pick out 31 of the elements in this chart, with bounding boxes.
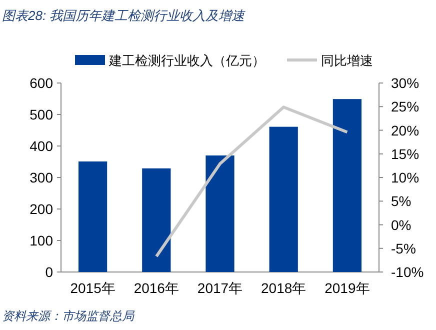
y-tick-label: 200 (30, 201, 54, 217)
y2-tick-label: 10% (391, 170, 420, 186)
y2-tick-label: 15% (391, 146, 420, 162)
y-tick-label: 300 (30, 170, 54, 186)
y2-tick-label: 0% (391, 216, 412, 233)
y-tick-label: 0 (45, 264, 54, 280)
y2-tick-label: 20% (391, 122, 420, 138)
bar (206, 155, 234, 272)
y2-tick-label: 30% (391, 75, 420, 91)
x-tick-label: 2016年 (134, 280, 179, 296)
x-tick-label: 2018年 (261, 280, 306, 296)
y-tick-label: 600 (30, 75, 54, 91)
legend-label: 同比增速 (321, 53, 373, 68)
text: 资料来源：市场监督总局 (2, 309, 135, 323)
y2-tick-label: -5% (391, 240, 416, 256)
bar (332, 99, 362, 272)
line-series (154, 106, 349, 258)
y-tick-label: 500 (30, 106, 54, 122)
y2-tick-label: -10% (391, 264, 424, 280)
x-tick-label: 2015年 (70, 280, 116, 296)
x-tick-label: 2017年 (197, 280, 243, 296)
bar (269, 126, 298, 272)
y2-tick-label: 5% (391, 193, 412, 210)
y-tick-label: 400 (30, 138, 54, 154)
chart-title: 图表28: 我国历年建工检测行业收入及增速 (2, 8, 246, 23)
y-tick-label: 100 (30, 232, 54, 248)
x-tick-label: 2019年 (324, 280, 370, 296)
legend-label: 建工检测行业收入（亿元） (108, 53, 265, 68)
y2-tick-label: 25% (391, 98, 420, 115)
bar (78, 161, 108, 272)
bar (142, 168, 171, 272)
